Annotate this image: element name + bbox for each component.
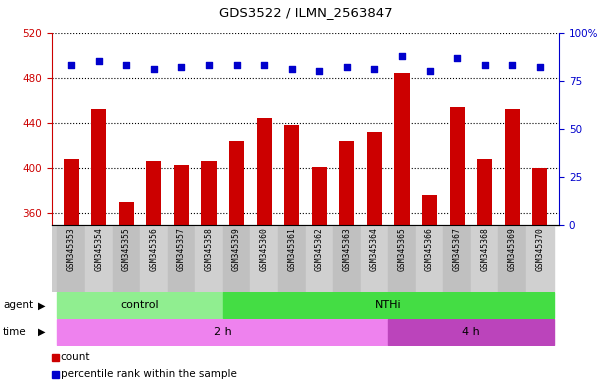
Bar [505, 109, 520, 225]
Point [67, 62, 76, 68]
Point [122, 62, 131, 68]
Bar [229, 141, 244, 225]
Text: GSM345363: GSM345363 [342, 227, 351, 271]
Text: GSM345364: GSM345364 [370, 227, 379, 271]
Bar [278, 225, 306, 292]
Bar [223, 292, 554, 318]
Point [425, 68, 434, 74]
Point [259, 62, 269, 68]
Point [149, 66, 159, 72]
Text: GSM345365: GSM345365 [398, 227, 406, 271]
Point [232, 62, 241, 68]
Text: GSM345362: GSM345362 [315, 227, 324, 271]
Bar [499, 225, 526, 292]
Bar [112, 225, 140, 292]
Bar [532, 168, 547, 225]
Bar [360, 225, 388, 292]
Text: GSM345361: GSM345361 [287, 227, 296, 271]
Text: GSM345356: GSM345356 [150, 227, 158, 271]
Point [507, 62, 517, 68]
Bar [415, 225, 444, 292]
Point [480, 62, 489, 68]
Text: GSM345368: GSM345368 [480, 227, 489, 271]
Bar [450, 107, 465, 225]
Bar [57, 292, 223, 318]
Bar [257, 119, 272, 225]
Bar [471, 225, 499, 292]
Bar [174, 165, 189, 225]
Text: percentile rank within the sample: percentile rank within the sample [60, 369, 236, 379]
Text: GSM345360: GSM345360 [260, 227, 269, 271]
Text: 2 h: 2 h [214, 327, 232, 337]
Bar [57, 225, 85, 292]
Bar [422, 195, 437, 225]
Bar [140, 225, 167, 292]
Bar [91, 109, 106, 225]
Point [397, 53, 407, 59]
Bar [167, 225, 196, 292]
Text: GSM345354: GSM345354 [94, 227, 103, 271]
Point [204, 62, 214, 68]
Text: GSM345355: GSM345355 [122, 227, 131, 271]
Text: GSM345367: GSM345367 [453, 227, 461, 271]
Text: time: time [3, 327, 27, 337]
Bar [339, 141, 354, 225]
Point [177, 64, 186, 70]
Text: agent: agent [3, 300, 33, 310]
Text: ▶: ▶ [38, 300, 45, 310]
Text: GSM345366: GSM345366 [425, 227, 434, 271]
Bar [85, 225, 112, 292]
Bar [202, 161, 217, 225]
Bar [388, 225, 415, 292]
Point [342, 64, 352, 70]
Text: GSM345369: GSM345369 [508, 227, 517, 271]
Bar [57, 319, 388, 345]
Text: GSM345357: GSM345357 [177, 227, 186, 271]
Bar [64, 159, 79, 225]
Bar [333, 225, 360, 292]
Text: GDS3522 / ILMN_2563847: GDS3522 / ILMN_2563847 [219, 6, 392, 19]
Text: GSM345370: GSM345370 [535, 227, 544, 271]
Bar [119, 202, 134, 225]
Point [452, 55, 462, 61]
Bar [223, 225, 251, 292]
Bar [367, 132, 382, 225]
Bar [444, 225, 471, 292]
Text: ▶: ▶ [38, 327, 45, 337]
Bar [251, 225, 278, 292]
Text: control: control [121, 300, 159, 310]
Point [287, 66, 296, 72]
Point [535, 64, 544, 70]
Bar [526, 225, 554, 292]
Text: 4 h: 4 h [462, 327, 480, 337]
Point [370, 66, 379, 72]
Bar [306, 225, 333, 292]
Bar [284, 125, 299, 225]
Text: count: count [60, 352, 90, 362]
Point [315, 68, 324, 74]
Text: GSM345358: GSM345358 [205, 227, 213, 271]
Point [94, 58, 104, 65]
Bar [388, 319, 554, 345]
Bar [312, 167, 327, 225]
Bar [196, 225, 223, 292]
Text: GSM345359: GSM345359 [232, 227, 241, 271]
Bar [394, 73, 409, 225]
Bar [477, 159, 492, 225]
Bar [146, 161, 161, 225]
Text: GSM345353: GSM345353 [67, 227, 76, 271]
Text: NTHi: NTHi [375, 300, 401, 310]
